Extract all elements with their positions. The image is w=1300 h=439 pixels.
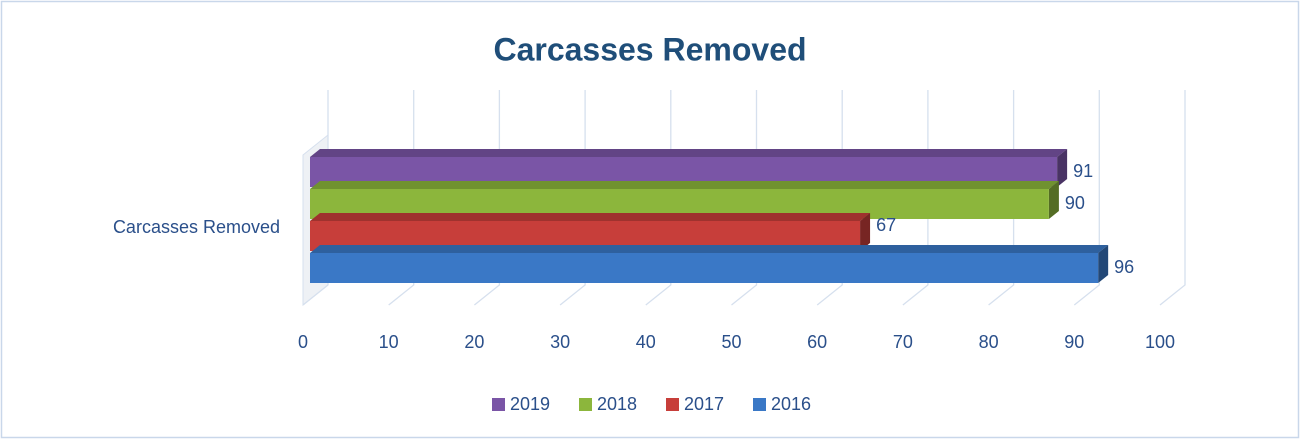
x-tick-label: 10 [379,332,399,352]
bar-end [1098,245,1109,283]
bar-top [310,213,871,221]
x-tick-label: 50 [721,332,741,352]
x-tick-label: 70 [893,332,913,352]
x-tick-label: 40 [636,332,656,352]
bar [310,245,1109,283]
chart-title: Carcasses Removed [493,31,806,67]
legend-swatch [753,398,766,411]
data-label: 91 [1073,161,1093,181]
x-tick-label: 100 [1145,332,1175,352]
y-tick-label: Carcasses Removed [113,217,280,237]
legend-label: 2018 [597,394,637,414]
bar-top [310,181,1059,189]
bar-top [310,245,1109,253]
x-tick-label: 80 [979,332,999,352]
grid-line [1159,90,1186,306]
x-tick-label: 20 [464,332,484,352]
legend-swatch [666,398,679,411]
legend-label: 2017 [684,394,724,414]
legend-swatch [492,398,505,411]
bar-end [1048,181,1059,219]
x-tick-label: 30 [550,332,570,352]
bar-end [1057,149,1068,187]
data-label: 90 [1065,193,1085,213]
legend-swatch [579,398,592,411]
bar-end [860,213,871,251]
legend-label: 2016 [771,394,811,414]
x-tick-label: 0 [298,332,308,352]
grid-line [1073,90,1100,306]
bar-top [310,149,1068,157]
x-tick-label: 60 [807,332,827,352]
x-tick-label: 90 [1064,332,1084,352]
data-label: 67 [876,215,896,235]
legend-label: 2019 [510,394,550,414]
bar-front [310,253,1099,283]
data-label: 96 [1114,257,1134,277]
